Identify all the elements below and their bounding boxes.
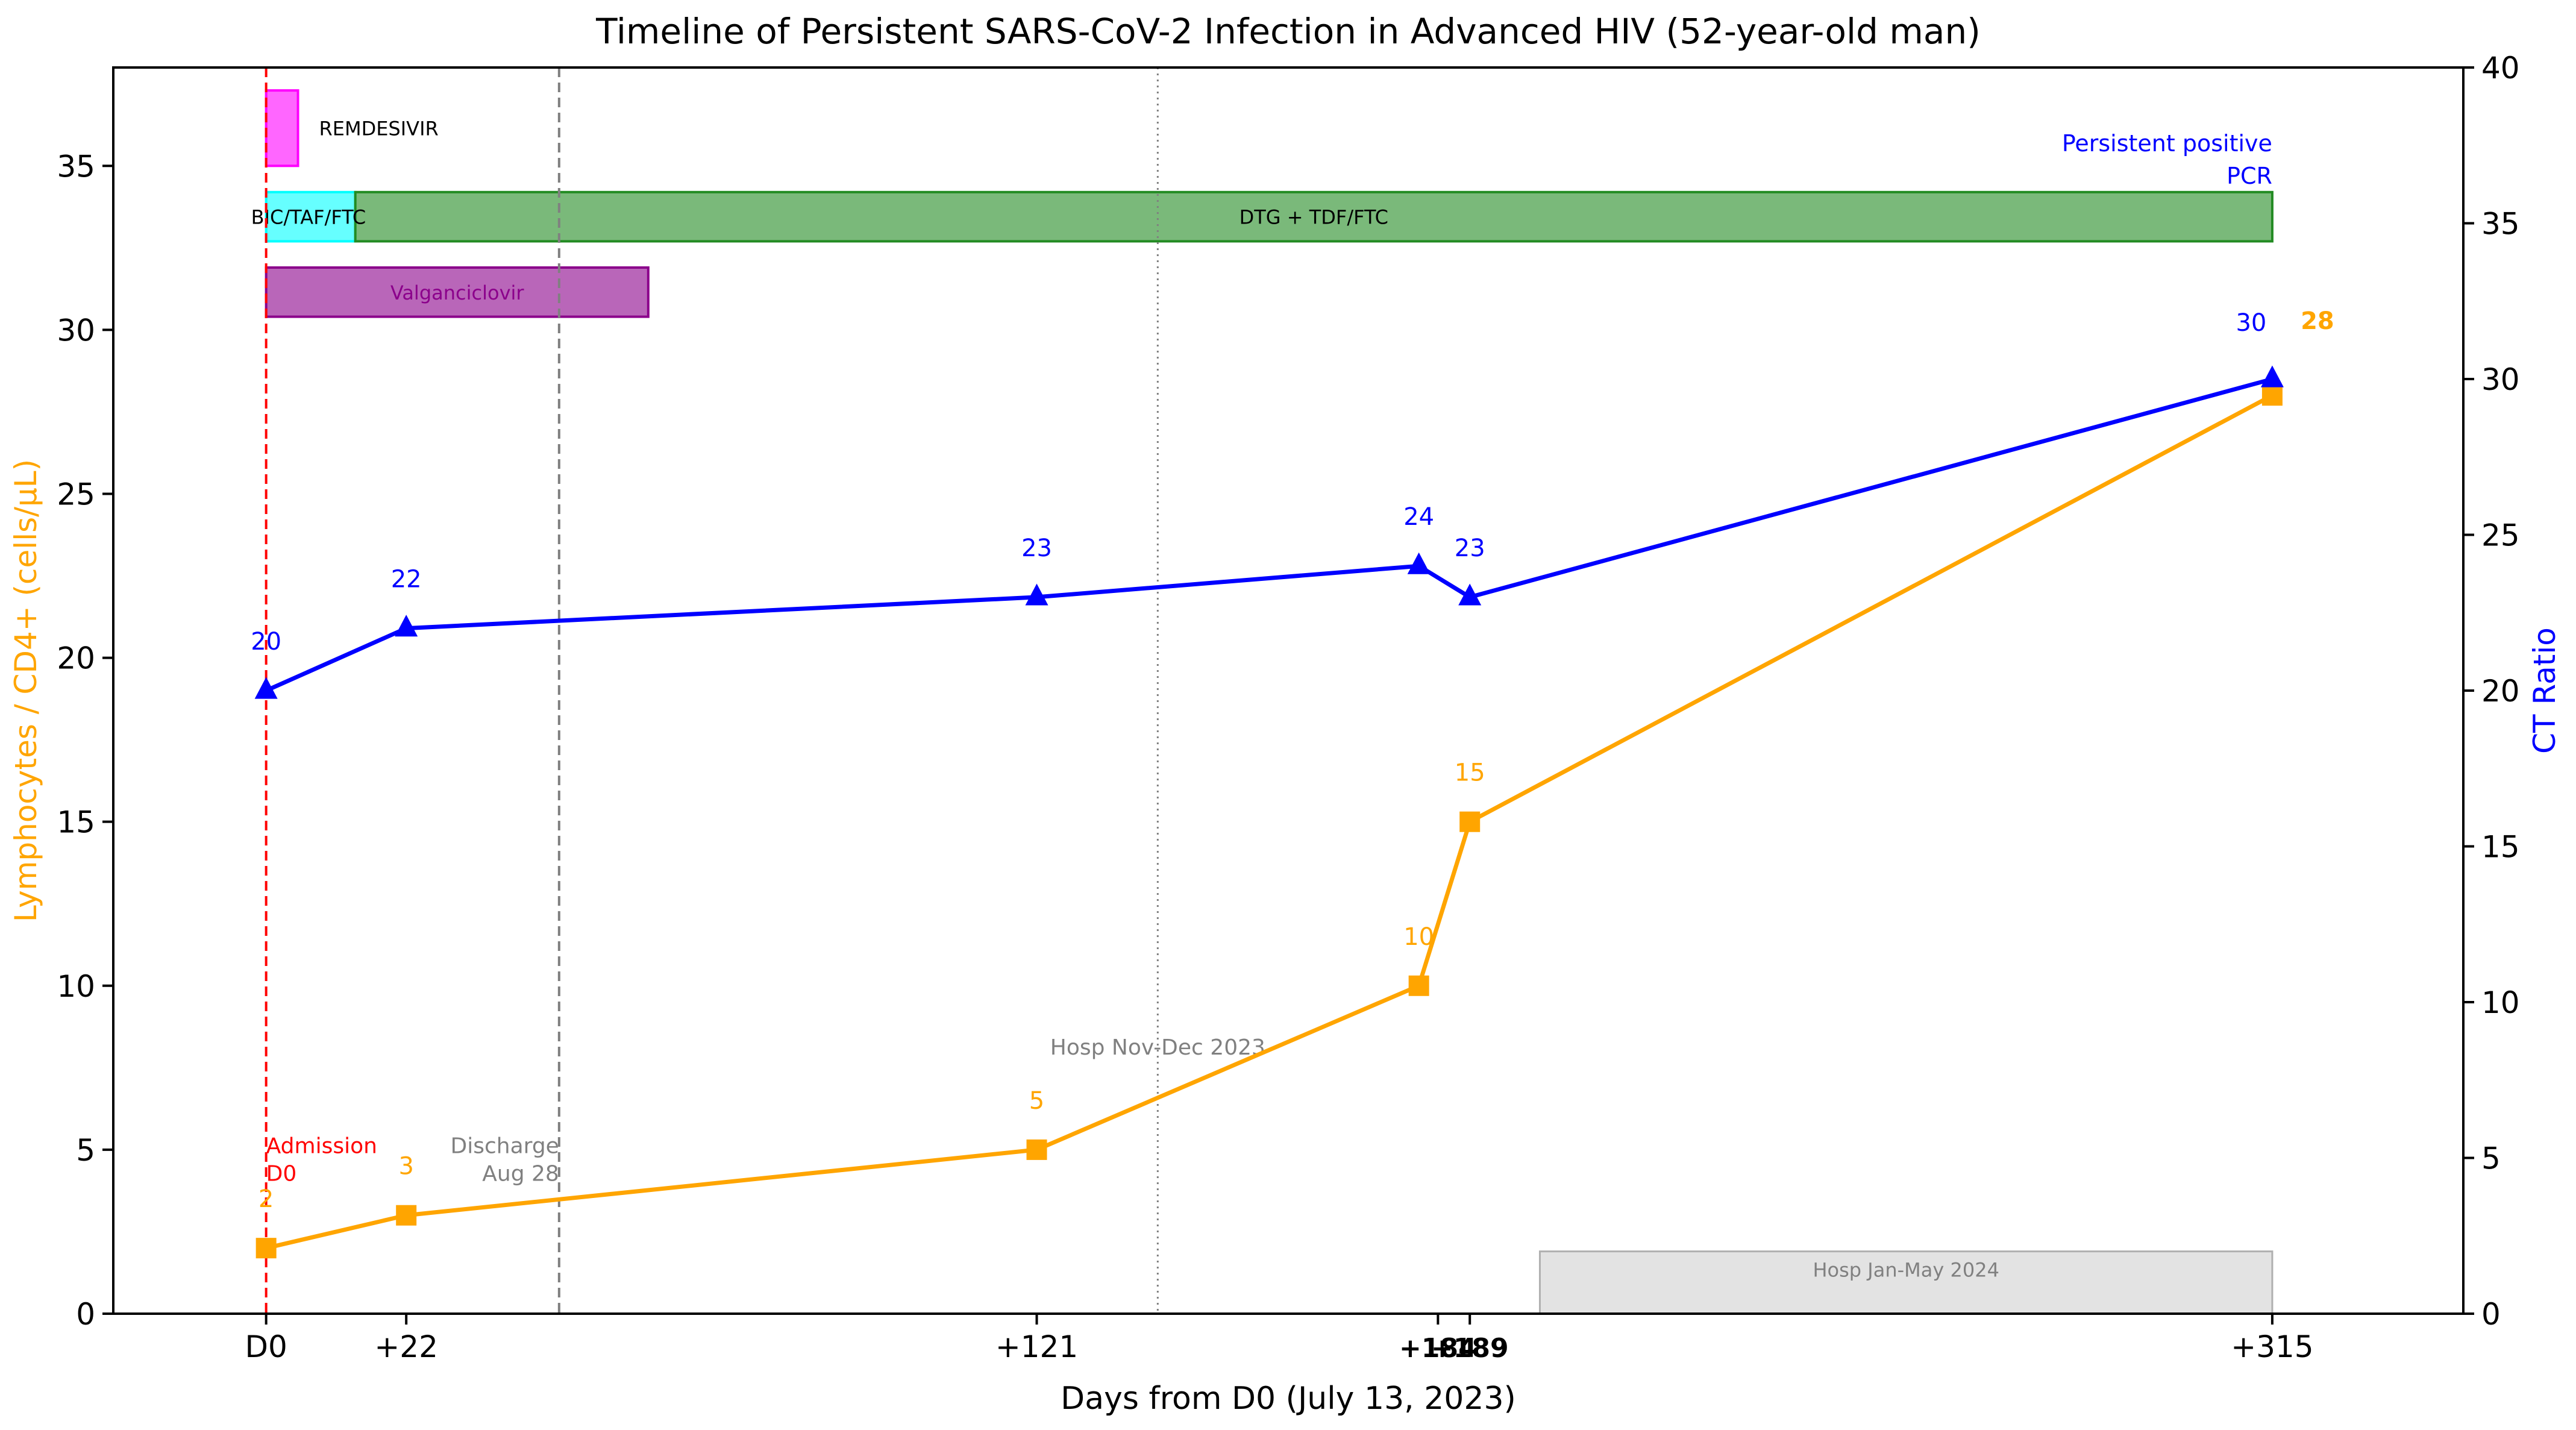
series-1-label-0: 20 — [251, 628, 281, 656]
series-line-1 — [265, 377, 2273, 693]
series-1-point-5 — [2260, 365, 2284, 387]
right-tick-label-4: 20 — [2481, 674, 2520, 709]
hospitalization-band-label: Hosp Jan-May 2024 — [1813, 1259, 1999, 1282]
x-tick-label-2: +121 — [995, 1329, 1078, 1364]
x-tick-label-0: D0 — [245, 1329, 287, 1364]
treatment-bar-3 — [265, 266, 650, 318]
right-tick-label-7: 35 — [2481, 207, 2520, 242]
right-tick-label-1: 5 — [2481, 1141, 2501, 1176]
series-0-point-2 — [1026, 1139, 1047, 1160]
left-tick-label-5: 25 — [57, 477, 95, 512]
series-1-label-4: 23 — [1455, 535, 1485, 562]
series-0-point-4 — [1459, 811, 1481, 832]
left-tick-label-0: 0 — [76, 1297, 95, 1332]
right-tick-label-6: 30 — [2481, 362, 2520, 397]
series-0-label-5: 28 — [2301, 307, 2334, 335]
left-axis-title: Lymphocytes / CD4+ (cells/µL) — [8, 459, 43, 922]
x-axis-title: Days from D0 (July 13, 2023) — [1061, 1381, 1516, 1417]
treatment-label-0: REMDESIVIR — [319, 118, 439, 140]
left-tick-label-2: 10 — [57, 969, 95, 1004]
event-label-1-line-1: Aug 28 — [482, 1161, 559, 1186]
event-label-0-line-0: Admission — [266, 1134, 377, 1158]
right-tick-label-5: 25 — [2481, 518, 2520, 553]
right-tick-label-2: 10 — [2481, 985, 2520, 1020]
event-label-1-line-0: Discharge — [451, 1134, 559, 1158]
series-1-label-3: 24 — [1403, 503, 1434, 531]
left-tick-label-7: 35 — [57, 149, 95, 184]
series-0-point-0 — [255, 1238, 277, 1259]
series-0-point-5 — [2261, 385, 2283, 406]
series-line-0 — [265, 394, 2274, 1250]
series-0-label-1: 3 — [398, 1153, 413, 1181]
x-tick-label-5: +315 — [2231, 1329, 2313, 1364]
left-tick-label-4: 20 — [57, 641, 95, 676]
treatment-bar-1 — [265, 190, 357, 243]
x-tick-label-4: +189 — [1431, 1333, 1509, 1364]
series-0-label-2: 5 — [1029, 1087, 1044, 1115]
left-tick-label-6: 30 — [57, 313, 95, 348]
treatment-label-1: BIC/TAF/FTC — [251, 206, 366, 229]
series-1-label-5: 30 — [2236, 309, 2266, 337]
right-tick-label-3: 15 — [2481, 830, 2520, 865]
series-1-label-1: 22 — [391, 566, 422, 594]
series-1-point-0 — [254, 677, 278, 699]
treatment-label-2: DTG + TDF/FTC — [1239, 206, 1388, 229]
annotation-line-0: Persistent positive — [2062, 130, 2272, 157]
treatment-bar-2 — [354, 190, 2274, 243]
right-tick-label-0: 0 — [2481, 1297, 2501, 1332]
series-1-point-2 — [1025, 583, 1048, 606]
event-label-0-line-1: D0 — [266, 1161, 297, 1186]
series-1-point-3 — [1407, 552, 1431, 574]
left-tick-label-1: 5 — [76, 1133, 95, 1168]
series-1-point-4 — [1458, 583, 1482, 606]
series-0-label-4: 15 — [1455, 759, 1485, 787]
series-0-label-0: 2 — [259, 1185, 274, 1213]
treatment-bar-0 — [265, 89, 299, 168]
annotation-line-1: PCR — [2227, 163, 2272, 189]
series-0-label-3: 10 — [1403, 923, 1434, 951]
series-0-point-3 — [1408, 975, 1429, 996]
hospitalization-band — [1538, 1250, 2274, 1315]
event-label-2-line-0: Hosp Nov-Dec 2023 — [1050, 1035, 1265, 1060]
x-tick-label-1: +22 — [374, 1329, 438, 1364]
series-1-label-2: 23 — [1021, 535, 1052, 562]
right-tick-label-8: 40 — [2481, 51, 2520, 86]
series-1-point-1 — [395, 615, 418, 637]
right-axis-title: CT Ratio — [2527, 627, 2562, 754]
treatment-label-3: Valganciclovir — [390, 281, 524, 304]
series-0-point-1 — [396, 1205, 417, 1226]
x-tick-label-3: +184 — [1399, 1333, 1477, 1364]
left-tick-label-3: 15 — [57, 805, 95, 840]
chart-title: Timeline of Persistent SARS-CoV-2 Infect… — [595, 11, 1981, 52]
